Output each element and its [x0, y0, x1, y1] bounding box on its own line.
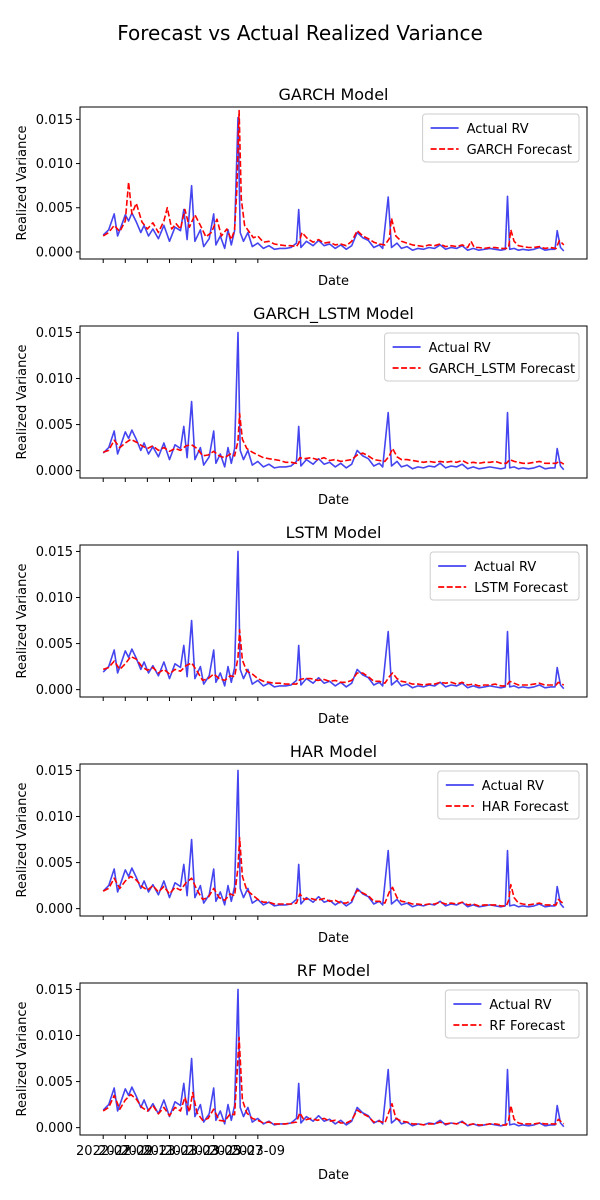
- legend-entry-label: Actual RV: [429, 341, 491, 356]
- y-tick-label: 0.000: [36, 464, 73, 479]
- y-tick-label: 0.005: [36, 637, 73, 652]
- x-axis-label: Date: [318, 493, 349, 508]
- legend-entry-label: Actual RV: [467, 122, 529, 137]
- y-tick-label: 0.015: [36, 326, 73, 341]
- y-axis-label: Realized Variance: [15, 125, 30, 240]
- y-tick-label: 0.015: [36, 545, 73, 560]
- x-axis-label: Date: [318, 931, 349, 946]
- y-tick-label: 0.005: [36, 201, 73, 216]
- legend-entry-label: LSTM Forecast: [474, 581, 568, 596]
- y-tick-label: 0.000: [36, 902, 73, 917]
- subplot-3: LSTM Model 0.000 0.005 0.010 0.015 Date Realiz…: [15, 523, 587, 727]
- y-tick-label: 0.015: [36, 764, 73, 779]
- y-tick-label: 0.000: [36, 683, 73, 698]
- y-tick-label: 0.005: [36, 418, 73, 433]
- forecast-series-line: [103, 630, 564, 686]
- subplot-5: RF Model0.0000.0050.0100.0152022-072022-…: [15, 961, 587, 1183]
- legend-entry-label: Actual RV: [489, 998, 551, 1013]
- legend-entry-label: GARCH Forecast: [467, 143, 572, 158]
- y-tick-label: 0.010: [36, 157, 73, 172]
- y-tick-label: 0.010: [36, 810, 73, 825]
- figure-title: Forecast vs Actual Realized Variance: [117, 21, 483, 45]
- y-tick-label: 0.015: [36, 113, 73, 128]
- forecast-series-line: [103, 838, 564, 906]
- legend-entry-label: HAR Forecast: [482, 800, 569, 815]
- subplot-1: GARCH Model 0.000 0.005 0.010 0.015 Date Reali…: [15, 85, 587, 289]
- y-tick-label: 0.010: [36, 591, 73, 606]
- legend: Actual RV GARCH_LSTM Forecast: [385, 333, 579, 381]
- y-tick-label: 0.010: [36, 372, 73, 387]
- y-tick-label: 0.005: [36, 1075, 73, 1090]
- y-tick-label: 0.000: [36, 245, 73, 260]
- subplot-title: GARCH_LSTM Model: [253, 304, 414, 324]
- forecast-series-line: [103, 1037, 564, 1125]
- y-axis-label: Realized Variance: [15, 782, 30, 897]
- subplot-title: GARCH Model: [279, 85, 389, 104]
- legend: Actual RV HAR Forecast: [438, 771, 579, 819]
- x-tick-label: 2023-09: [231, 1144, 285, 1159]
- y-axis-label: Realized Variance: [15, 344, 30, 459]
- subplot-title: LSTM Model: [286, 523, 382, 542]
- subplot-title: RF Model: [297, 961, 370, 980]
- legend-entry-label: RF Forecast: [489, 1019, 565, 1034]
- legend-entry-label: Actual RV: [474, 560, 536, 575]
- y-tick-label: 0.010: [36, 1029, 73, 1044]
- subplot-title: HAR Model: [290, 742, 377, 761]
- legend-entry-label: GARCH_LSTM Forecast: [429, 362, 575, 377]
- forecast-series-line: [103, 414, 564, 465]
- legend-entry-label: Actual RV: [482, 779, 544, 794]
- y-axis-label: Realized Variance: [15, 563, 30, 678]
- y-axis-label: Realized Variance: [15, 1001, 30, 1116]
- legend: Actual RV GARCH Forecast: [423, 114, 579, 162]
- y-tick-label: 0.005: [36, 856, 73, 871]
- legend: Actual RV LSTM Forecast: [430, 552, 579, 600]
- subplot-4: HAR Model 0.000 0.005 0.010 0.015 Date Realize…: [15, 742, 587, 946]
- x-axis-label: Date: [318, 274, 349, 289]
- subplot-2: GARCH_LSTM Model 0.000 0.005 0.010 0.015 Date…: [15, 304, 587, 508]
- x-axis-label: Date: [318, 1168, 349, 1183]
- y-tick-label: 0.000: [36, 1121, 73, 1136]
- y-tick-label: 0.015: [36, 983, 73, 998]
- x-axis-label: Date: [318, 712, 349, 727]
- legend: Actual RV RF Forecast: [445, 990, 579, 1038]
